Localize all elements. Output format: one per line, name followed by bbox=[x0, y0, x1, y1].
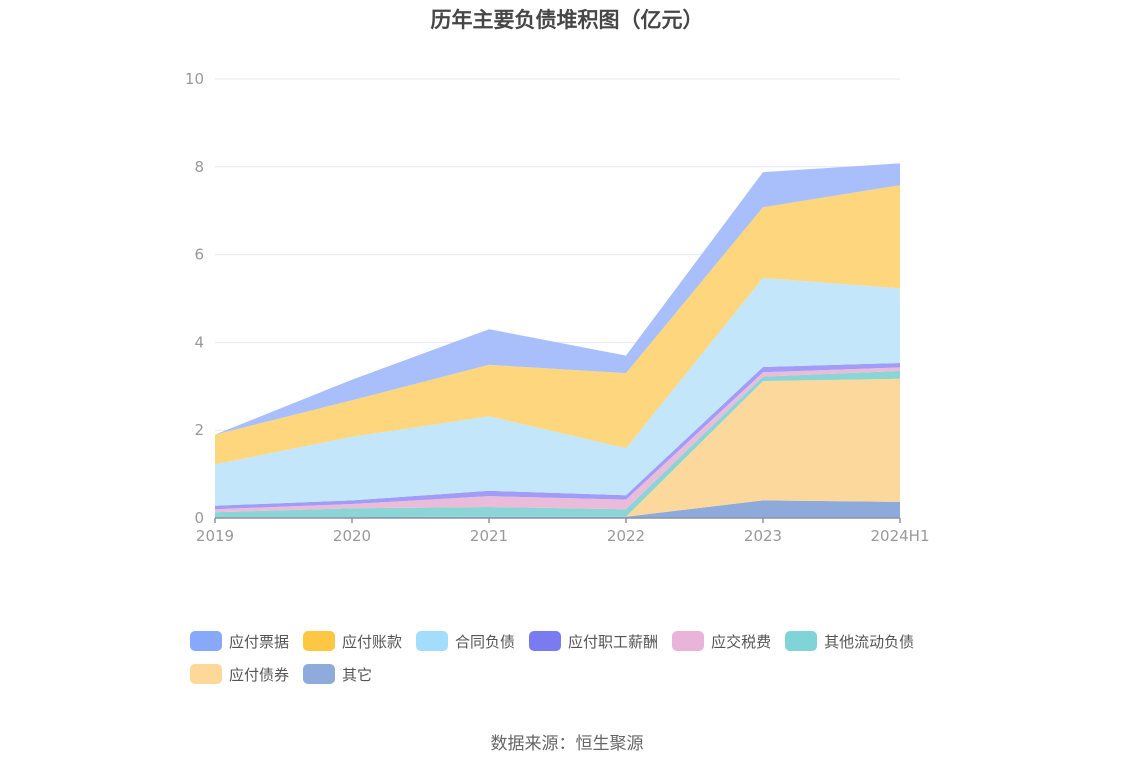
y-tick-label: 0 bbox=[194, 509, 204, 527]
legend-label: 应交税费 bbox=[711, 632, 772, 651]
area-series-4 bbox=[215, 363, 900, 510]
area-series-5 bbox=[215, 277, 900, 506]
legend-item[interactable]: 应付债券 bbox=[190, 663, 289, 685]
legend-item[interactable]: 应付账款 bbox=[303, 630, 402, 652]
legend-swatch bbox=[190, 631, 222, 651]
data-source-note: 数据来源：恒生聚源 bbox=[490, 734, 644, 754]
y-tick-label: 8 bbox=[194, 158, 204, 176]
axis-layer: 0 2 4 6 8 10 2019 2020 2021 2022 2023 2024H1 bbox=[185, 70, 930, 545]
area-layer bbox=[215, 163, 900, 518]
y-tick-label: 2 bbox=[194, 421, 204, 439]
legend-item[interactable]: 其他流动负债 bbox=[785, 630, 914, 652]
legend-item[interactable]: 应交税费 bbox=[672, 630, 771, 652]
legend-swatch bbox=[303, 631, 336, 651]
area-series-7 bbox=[215, 163, 900, 435]
x-tick-label: 2023 bbox=[744, 527, 782, 545]
legend: 应付票据 应付账款 合同负债 应付职工薪酬 应交税费 其他流动负债应付债券 其它 bbox=[190, 630, 980, 685]
legend-item[interactable]: 应付职工薪酬 bbox=[529, 630, 658, 652]
legend-label: 应付票据 bbox=[229, 632, 290, 651]
x-tick-label: 2021 bbox=[470, 527, 508, 545]
stacked-area-chart: 0 2 4 6 8 10 2019 2020 2021 2022 2023 2024H1 bbox=[185, 70, 930, 545]
legend-label: 应付职工薪酬 bbox=[568, 632, 659, 651]
y-tick-label: 10 bbox=[185, 70, 204, 88]
legend-swatch bbox=[529, 631, 562, 651]
x-tick-label: 2022 bbox=[607, 527, 645, 545]
legend-swatch bbox=[190, 664, 222, 684]
chart-title: 历年主要负债堆积图（亿元） bbox=[430, 8, 704, 32]
legend-swatch bbox=[672, 631, 705, 651]
legend-label: 应付账款 bbox=[342, 632, 403, 651]
x-tick-label: 2019 bbox=[196, 527, 234, 545]
legend-item[interactable]: 应付票据 bbox=[190, 630, 289, 652]
area-series-1 bbox=[215, 378, 900, 518]
legend-label: 其他流动负债 bbox=[824, 632, 915, 651]
legend-swatch bbox=[303, 664, 336, 684]
legend-item[interactable]: 其它 bbox=[303, 663, 372, 685]
legend-label: 其它 bbox=[342, 665, 373, 684]
legend-swatch bbox=[785, 631, 818, 651]
area-series-0 bbox=[215, 500, 900, 518]
x-tick-label: 2020 bbox=[333, 527, 371, 545]
legend-item[interactable]: 合同负债 bbox=[416, 630, 515, 652]
y-tick-label: 6 bbox=[194, 246, 204, 264]
legend-label: 合同负债 bbox=[455, 632, 516, 651]
legend-label: 应付债券 bbox=[229, 665, 290, 684]
y-tick-label: 4 bbox=[194, 333, 204, 351]
x-tick-label: 2024H1 bbox=[871, 527, 930, 545]
legend-swatch bbox=[416, 631, 449, 651]
area-series-6 bbox=[215, 185, 900, 465]
